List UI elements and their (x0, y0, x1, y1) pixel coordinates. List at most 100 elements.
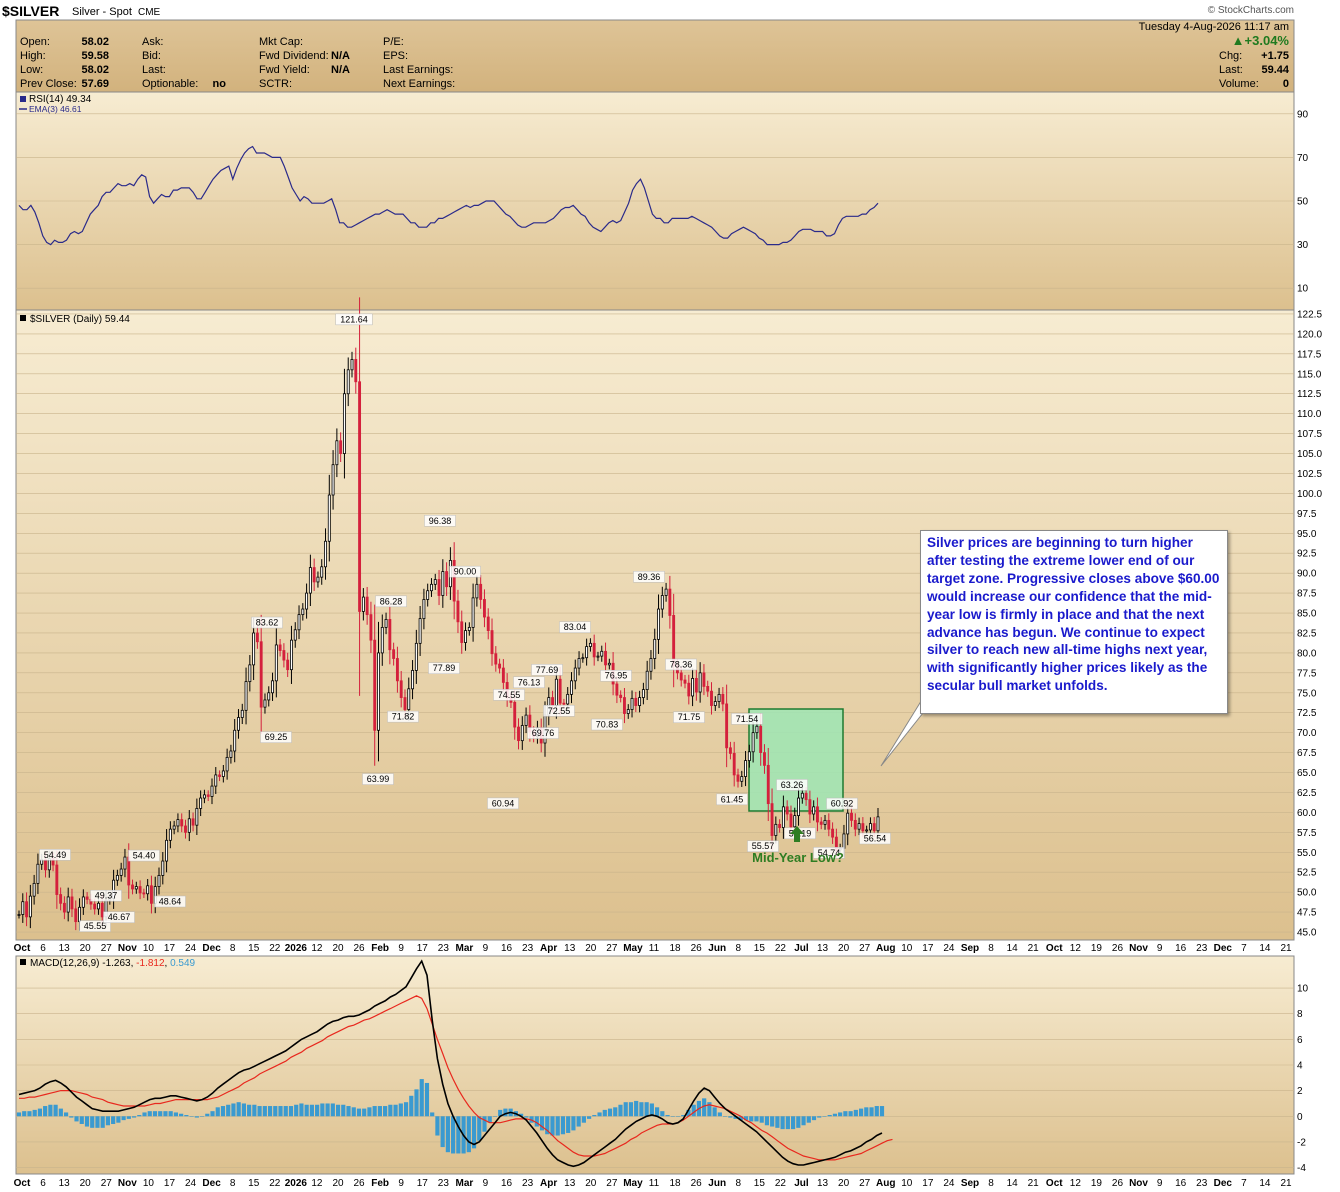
candle-body (634, 697, 638, 706)
candle-body (498, 663, 502, 669)
candle-body (490, 630, 494, 655)
y-tick-label: 72.5 (1297, 708, 1317, 719)
price-label: 83.62 (256, 618, 279, 628)
histogram-bar (660, 1111, 665, 1117)
candle-body (524, 714, 528, 726)
candle-body (388, 619, 392, 651)
histogram-bar (131, 1116, 137, 1118)
rsi-ticks: 90 70 50 30 10 (1297, 109, 1309, 294)
histogram-bar (341, 1104, 346, 1117)
x-axis-mid: Oct 6 13 20 27 Nov 10 17 24 Dec 8 15 22 2026 12 20 26 Feb… (14, 943, 1292, 954)
x-tick-label: Nov (1129, 1178, 1148, 1189)
price-label-box (79, 920, 111, 932)
histogram-bar (205, 1113, 210, 1117)
x-tick-label: 12 (311, 943, 323, 954)
histogram-bar (581, 1116, 586, 1123)
candle-body (225, 756, 229, 772)
histogram-bar (733, 1116, 738, 1119)
candle-body (430, 583, 433, 592)
histogram-bar (749, 1116, 754, 1122)
histogram-bar (403, 1102, 409, 1117)
candle-body (551, 697, 555, 706)
candle-body (433, 579, 437, 585)
candle-body (165, 839, 169, 862)
histogram-bar (53, 1104, 58, 1117)
histogram-bar (492, 1116, 498, 1117)
histogram-bar (194, 1116, 199, 1118)
candle-body (161, 860, 165, 876)
price-label: 86.28 (380, 596, 403, 606)
histogram-bar (236, 1102, 241, 1117)
x-tick-label: 16 (1175, 943, 1187, 954)
histogram-bar (199, 1116, 205, 1117)
histogram-bar (278, 1106, 283, 1117)
candle-body (320, 566, 324, 578)
candle-body (180, 819, 184, 827)
price-label: 76.95 (605, 671, 628, 681)
histogram-bar (273, 1106, 278, 1117)
price-label: 77.89 (433, 663, 456, 673)
price-label: 46.67 (108, 912, 131, 922)
candle-body (441, 571, 445, 596)
histogram-bar (550, 1116, 555, 1136)
x-tick-label: 21 (1028, 1178, 1040, 1189)
price-label: 54.74 (818, 848, 841, 858)
candle-body (131, 884, 134, 890)
y-tick-label: 65.0 (1297, 768, 1317, 779)
histogram-bar (116, 1116, 121, 1123)
histogram-bar (743, 1116, 749, 1121)
candle-body (312, 567, 316, 583)
x-tick-label: 23 (1196, 1178, 1208, 1189)
x-tick-label: Jun (708, 943, 726, 954)
y-tick-label: 10 (1297, 984, 1309, 995)
x-tick-label: 23 (522, 943, 534, 954)
y-tick-label: -2 (1297, 1137, 1306, 1148)
histogram-bar (424, 1082, 430, 1117)
price-label-box (335, 313, 373, 326)
x-axis-bottom: Oct 6 13 20 27 Nov 10 17 24 Dec 8 15 22 2026 12 20 26 Feb… (14, 1178, 1292, 1189)
histogram-bar (498, 1109, 503, 1117)
y-tick-label: 122.5 (1297, 309, 1322, 320)
candle-body (850, 812, 853, 821)
x-tick-label: 27 (859, 1178, 871, 1189)
x-tick-label: 20 (838, 1178, 850, 1189)
price-label: 55.57 (752, 841, 775, 851)
histogram-bar (655, 1107, 660, 1117)
x-tick-label: 6 (40, 943, 46, 954)
x-tick-label: 21 (1280, 1178, 1292, 1189)
price-label-box (716, 793, 748, 806)
y-tick-label: 100.0 (1297, 489, 1322, 500)
annotation-text: Silver prices are beginning to turn high… (927, 535, 1220, 694)
y-tick-label: 70 (1297, 153, 1309, 164)
x-tick-label: 20 (585, 1178, 597, 1189)
candle-body (184, 825, 187, 833)
histogram-bar (827, 1115, 832, 1117)
histogram-bar (477, 1116, 482, 1141)
x-tick-label: 7 (1241, 943, 1247, 954)
y-tick-label: 120.0 (1297, 329, 1322, 340)
price-label: 74.55 (498, 690, 521, 700)
x-tick-label: 13 (817, 943, 829, 954)
histogram-bar (247, 1104, 252, 1117)
x-tick-label: 21 (1280, 943, 1292, 954)
y-tick-label: 60.0 (1297, 808, 1317, 819)
price-label: 71.75 (678, 712, 701, 722)
candle-body (426, 590, 430, 600)
histogram-bar (414, 1089, 419, 1117)
histogram-bar (576, 1116, 581, 1127)
price-label: 56.54 (864, 833, 887, 843)
sctr-label: SCTR: (259, 78, 292, 90)
histogram-bar (184, 1115, 189, 1117)
histogram-bar (74, 1116, 79, 1122)
candle-body (331, 464, 335, 496)
histogram-bar (430, 1112, 435, 1117)
histogram-bar (445, 1116, 450, 1153)
candle-body (274, 644, 278, 682)
histogram-bar (618, 1104, 623, 1117)
price-label-box (776, 779, 808, 791)
histogram-bar (398, 1103, 403, 1117)
candle-body (653, 638, 657, 659)
histogram-bar (409, 1095, 414, 1117)
x-tick-label: Aug (876, 943, 895, 954)
price-label-box (375, 595, 407, 608)
